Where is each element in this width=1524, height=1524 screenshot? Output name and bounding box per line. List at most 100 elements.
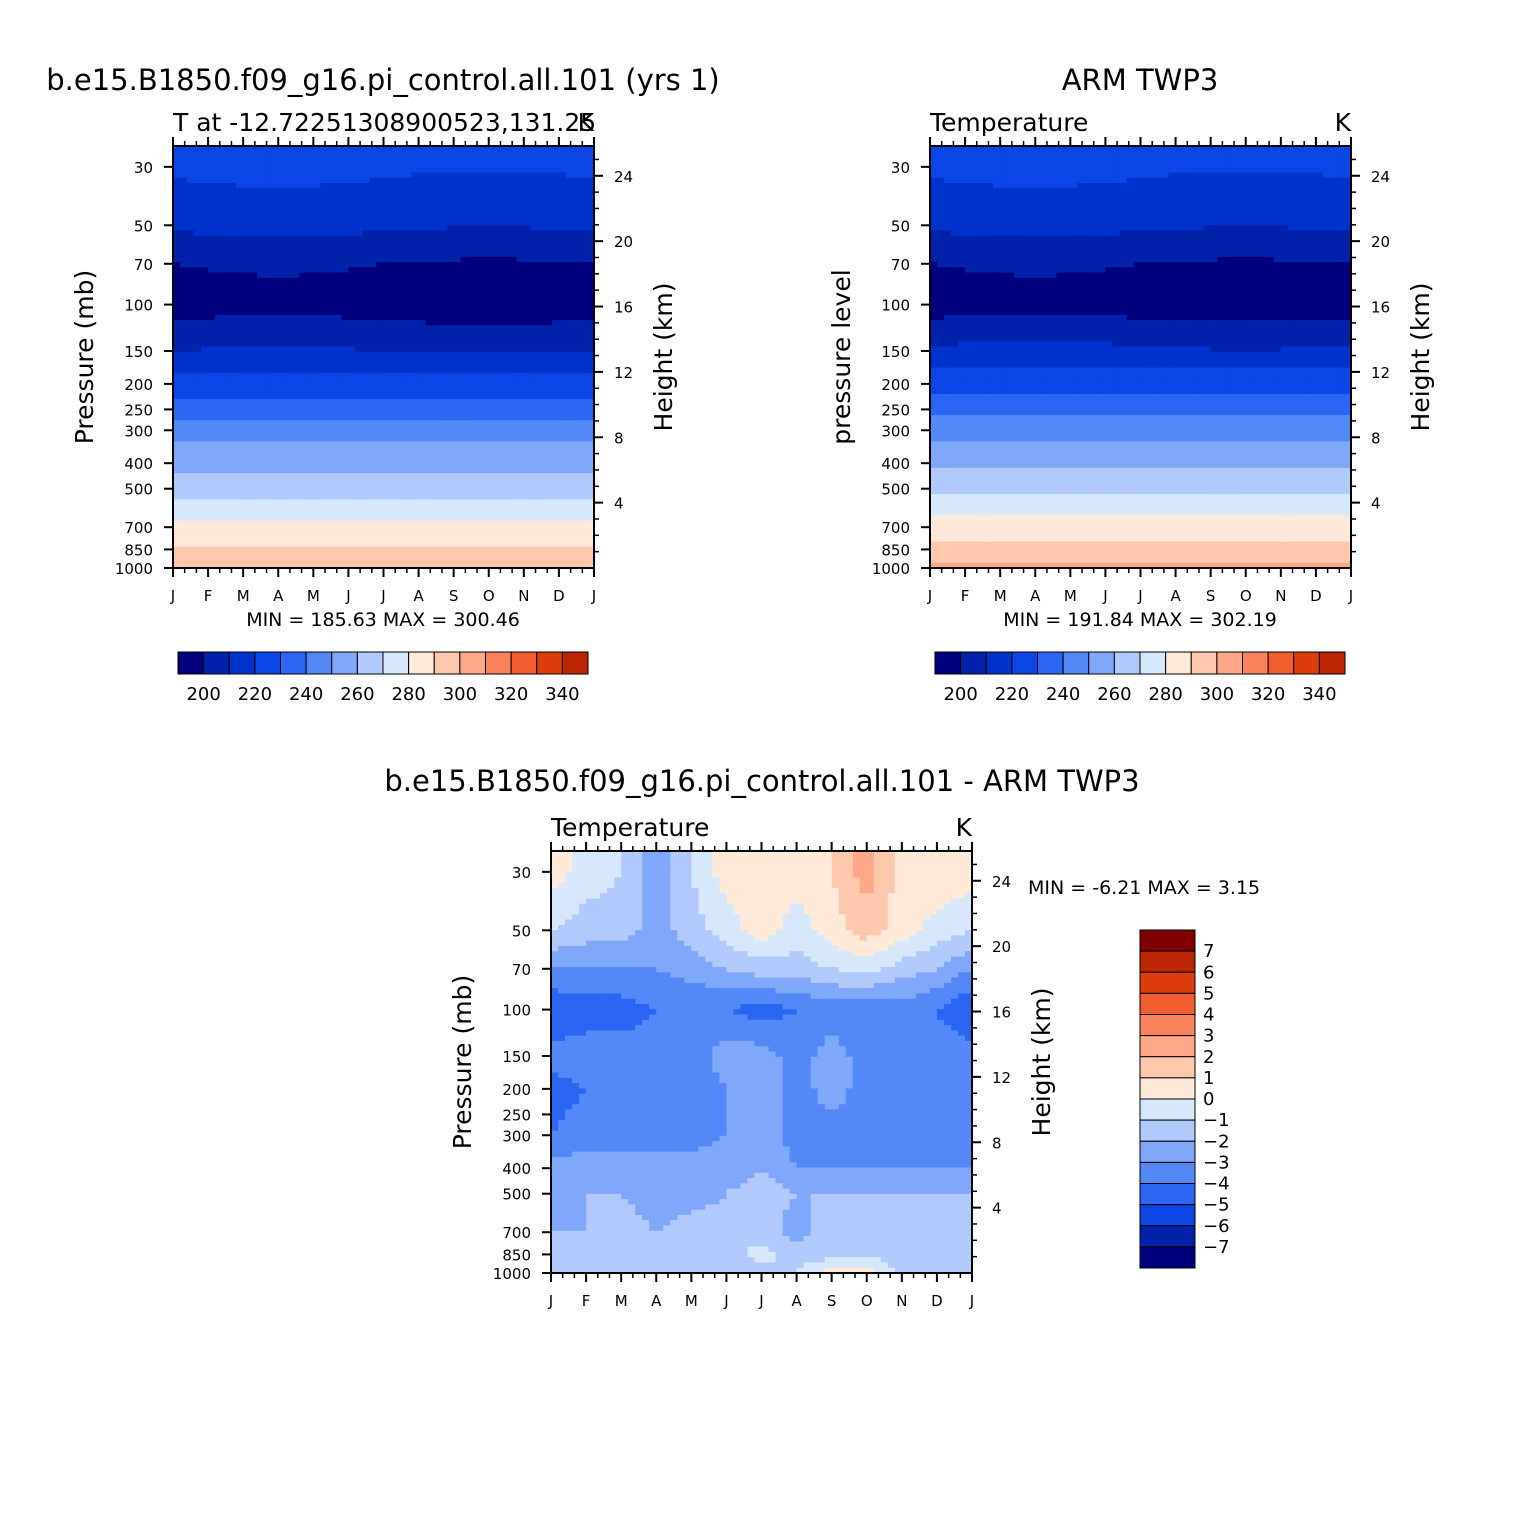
field-cell xyxy=(432,288,441,295)
field-cell xyxy=(376,478,385,485)
field-cell xyxy=(222,204,230,210)
field-cell xyxy=(565,488,574,495)
field-cell xyxy=(453,182,462,189)
field-cell xyxy=(257,214,265,221)
field-cell xyxy=(229,420,237,427)
field-cell xyxy=(355,393,364,400)
field-cell xyxy=(236,193,244,200)
field-cell xyxy=(355,198,364,205)
field-cell xyxy=(376,272,385,279)
field-cell xyxy=(579,341,588,348)
field-cell xyxy=(292,494,300,501)
field-cell xyxy=(481,225,490,232)
field-cell xyxy=(376,425,385,432)
field-cell xyxy=(523,404,532,411)
field-cell xyxy=(397,441,406,448)
field-cell xyxy=(250,346,258,353)
colorbar-label: 220 xyxy=(238,684,272,705)
field-cell xyxy=(369,520,378,527)
field-cell xyxy=(586,172,595,179)
field-cell xyxy=(236,230,244,237)
field-cell xyxy=(180,357,188,363)
field-cell xyxy=(173,430,181,437)
field-cell xyxy=(383,557,392,564)
field-cell xyxy=(327,251,335,258)
field-cell xyxy=(376,393,385,400)
field-cell xyxy=(173,409,181,416)
field-cell xyxy=(299,341,307,348)
field-cell xyxy=(229,172,237,179)
field-cell xyxy=(271,146,279,152)
field-cell xyxy=(439,277,448,284)
field-cell xyxy=(201,272,209,279)
field-cell xyxy=(194,446,202,453)
field-cell xyxy=(404,425,413,432)
field-cell xyxy=(467,198,476,205)
field-cell xyxy=(362,277,371,284)
field-cell xyxy=(194,546,202,553)
field-cell xyxy=(502,325,511,332)
field-cell xyxy=(411,230,420,237)
field-cell xyxy=(502,235,511,242)
field-cell xyxy=(488,267,497,274)
field-cell xyxy=(397,335,406,342)
field-cell xyxy=(397,325,406,332)
field-cell xyxy=(362,399,371,406)
field-cell xyxy=(446,404,455,411)
field-cell xyxy=(460,167,469,173)
field-cell xyxy=(306,473,314,479)
field-cell xyxy=(516,393,525,400)
field-cell xyxy=(537,167,546,173)
field-cell xyxy=(236,441,244,448)
field-cell xyxy=(481,415,490,421)
field-cell xyxy=(467,246,476,253)
field-cell xyxy=(523,335,532,342)
field-cell xyxy=(446,467,455,474)
field-cell xyxy=(488,404,497,411)
field-cell xyxy=(572,378,581,384)
field-cell xyxy=(502,225,511,232)
field-cell xyxy=(187,483,195,490)
field-cell xyxy=(502,267,511,274)
field-cell xyxy=(173,372,181,379)
field-cell xyxy=(572,509,581,516)
field-cell xyxy=(579,367,588,374)
field-cell xyxy=(404,251,413,258)
field-cell xyxy=(208,167,216,173)
field-cell xyxy=(530,404,539,411)
field-cell xyxy=(278,478,286,485)
field-cell xyxy=(173,494,181,501)
field-cell xyxy=(439,346,448,353)
field-cell xyxy=(243,325,251,332)
field-cell xyxy=(229,225,237,232)
field-cell xyxy=(369,156,378,163)
field-cell xyxy=(243,541,251,548)
field-cell xyxy=(383,256,392,263)
field-cell xyxy=(250,198,258,205)
field-cell xyxy=(418,304,427,311)
field-cell xyxy=(418,277,427,284)
field-cell xyxy=(306,235,314,242)
field-cell xyxy=(544,288,553,295)
field-cell xyxy=(222,557,230,564)
field-cell xyxy=(390,161,399,168)
field-cell xyxy=(257,225,265,232)
field-cell xyxy=(292,367,300,374)
field-cell xyxy=(355,541,364,548)
field-cell xyxy=(383,262,392,268)
field-cell xyxy=(243,478,251,485)
field-cell xyxy=(383,546,392,553)
field-cell xyxy=(236,399,244,406)
field-cell xyxy=(551,188,560,195)
field-cell xyxy=(488,309,497,316)
field-cell xyxy=(250,494,258,501)
field-cell xyxy=(278,531,286,537)
field-cell xyxy=(397,246,406,253)
field-cell xyxy=(516,267,525,274)
field-cell xyxy=(306,262,314,268)
field-cell xyxy=(236,499,244,506)
field-cell xyxy=(299,230,307,237)
field-cell xyxy=(187,204,195,210)
field-cell xyxy=(208,467,216,474)
field-cell xyxy=(327,256,335,263)
